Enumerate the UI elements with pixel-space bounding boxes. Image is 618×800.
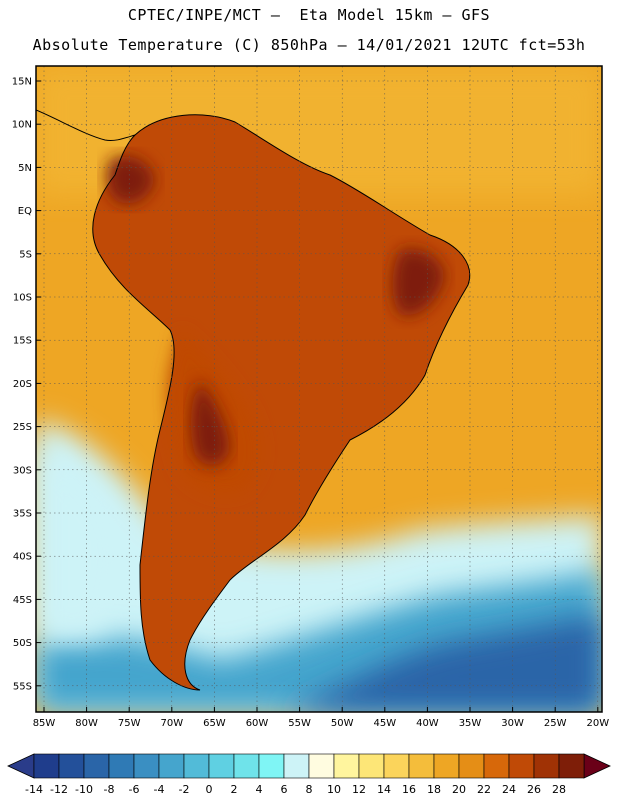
colorbar-tick-label: 4: [256, 783, 263, 796]
south-america-land: [92, 114, 470, 690]
colorbar-tick-label: 2: [231, 783, 238, 796]
colorbar-under-arrow: [7, 753, 35, 779]
lon-label: 20W: [586, 718, 609, 729]
map-field: [36, 66, 602, 712]
colorbar-swatch: [383, 753, 410, 779]
colorbar-over-arrow: [583, 753, 611, 779]
map-frame: [35, 65, 603, 713]
colorbar-tick-label: 22: [477, 783, 491, 796]
lon-label: 75W: [118, 718, 141, 729]
lon-label: 35W: [459, 718, 482, 729]
colorbar-swatch: [83, 753, 110, 779]
colorbar-tick-label: 6: [281, 783, 288, 796]
lat-label: EQ: [18, 206, 32, 217]
colorbar-tick-label: -6: [129, 783, 140, 796]
chart-title-line-1: CPTEC/INPE/MCT – Eta Model 15km – GFS: [127, 6, 491, 24]
colorbar-swatch: [233, 753, 260, 779]
lon-label: 25W: [544, 718, 567, 729]
colorbar-swatch: [483, 753, 510, 779]
colorbar-swatch: [33, 753, 60, 779]
colorbar: -14 -12 -10 -8 -6 -4 -2 0 2 4 6 8 10 12 14 16 18 20 22 24 26…: [7, 753, 611, 796]
colorbar-swatch: [533, 753, 560, 779]
colorbar-swatch: [58, 753, 85, 779]
lon-label: 70W: [160, 718, 183, 729]
colorbar-swatch: [283, 753, 310, 779]
lat-label: 50S: [13, 638, 32, 649]
colorbar-swatch: [358, 753, 385, 779]
colorbar-tick-label: 12: [352, 783, 366, 796]
colorbar-swatch: [208, 753, 235, 779]
central-america-coast: [36, 109, 136, 141]
lat-label: 15N: [12, 77, 32, 88]
lat-label: 40S: [13, 552, 32, 563]
colorbar-swatch: [183, 753, 210, 779]
colorbar-tick-label: -8: [104, 783, 115, 796]
colorbar-swatch: [458, 753, 485, 779]
latitude-labels: 15N 10N 5N EQ 5S 10S 15S 20S 25S 30S 35S 40S 45S 50S 5…: [12, 77, 32, 693]
hot-patch-northeast-brazil: [392, 248, 445, 316]
colorbar-tick-label: 8: [306, 783, 313, 796]
lat-label: 5S: [19, 249, 32, 260]
colorbar-swatch: [133, 753, 160, 779]
lat-label: 5N: [18, 163, 32, 174]
lat-label: 55S: [13, 681, 32, 692]
colorbar-swatch: [558, 753, 585, 779]
colorbar-tick-label: 26: [527, 783, 541, 796]
lat-label: 25S: [13, 422, 32, 433]
lat-label: 45S: [13, 595, 32, 606]
lon-label: 45W: [373, 718, 396, 729]
lon-label: 80W: [75, 718, 98, 729]
colorbar-tick-label: -2: [179, 783, 190, 796]
very-hot-core: [190, 380, 230, 466]
coastline: [92, 114, 471, 691]
colorbar-tick-label: -10: [75, 783, 93, 796]
lon-label: 85W: [33, 718, 56, 729]
colorbar-tick-label: 20: [452, 783, 466, 796]
colorbar-swatch: [333, 753, 360, 779]
colorbar-tick-label: 24: [502, 783, 516, 796]
lat-label: 30S: [13, 465, 32, 476]
colorbar-tick-label: 14: [377, 783, 391, 796]
colorbar-swatch: [508, 753, 535, 779]
cool-zone-west-pacific: [36, 440, 124, 640]
lon-label: 40W: [416, 718, 439, 729]
hot-patch-northwest: [106, 156, 155, 204]
longitude-labels: 85W 80W 75W 70W 65W 60W 55W 50W 45W 40W 35W 30W 25W 2…: [33, 718, 610, 729]
lon-label: 30W: [501, 718, 524, 729]
colorbar-swatch: [308, 753, 335, 779]
colorbar-tick-label: 0: [206, 783, 213, 796]
axis-ticks: [36, 80, 599, 712]
lat-label: 20S: [13, 379, 32, 390]
lat-label: 35S: [13, 509, 32, 520]
lat-label: 10S: [13, 293, 32, 304]
lon-label: 60W: [246, 718, 269, 729]
lat-label: 10N: [12, 120, 32, 131]
colorbar-tick-label: -12: [50, 783, 68, 796]
colorbar-swatch: [158, 753, 185, 779]
colorbar-tick-label: -14: [25, 783, 43, 796]
colorbar-swatch: [433, 753, 460, 779]
colorbar-tick-label: -4: [154, 783, 165, 796]
colorbar-swatch: [408, 753, 435, 779]
colorbar-tick-label: 18: [427, 783, 441, 796]
chart-title-line-2: Absolute Temperature (C) 850hPa – 14/01/…: [32, 36, 586, 54]
lon-label: 55W: [288, 718, 311, 729]
colorbar-tick-label: 10: [327, 783, 341, 796]
colorbar-swatch: [108, 753, 135, 779]
colorbar-tick-label: 16: [402, 783, 416, 796]
lat-label: 15S: [13, 336, 32, 347]
colorbar-tick-label: 28: [552, 783, 566, 796]
lon-label: 65W: [203, 718, 226, 729]
very-cold-zone-south: [280, 615, 602, 712]
lon-label: 50W: [331, 718, 354, 729]
colorbar-swatch: [258, 753, 285, 779]
